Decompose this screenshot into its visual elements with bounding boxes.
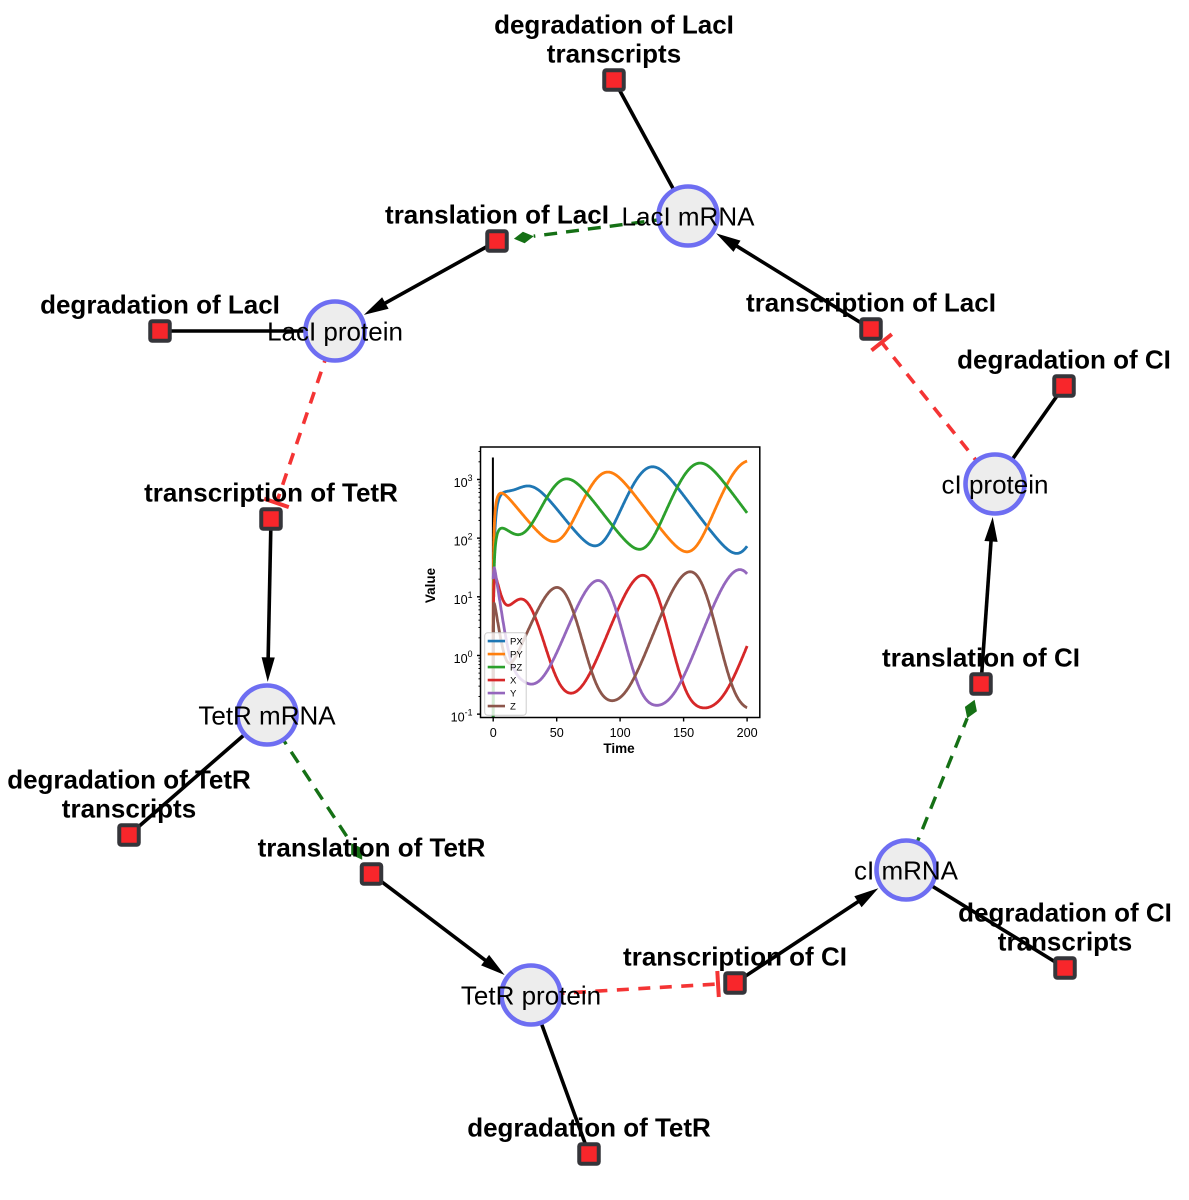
svg-text:200: 200 [737,726,758,740]
svg-text:LacI protein: LacI protein [267,316,403,346]
svg-text:transcripts: transcripts [62,794,196,824]
svg-text:PX: PX [510,637,523,648]
svg-text:PZ: PZ [510,663,522,674]
svg-text:50: 50 [550,726,564,740]
svg-text:Y: Y [510,689,517,700]
svg-text:Value: Value [423,567,438,603]
svg-text:degradation of TetR: degradation of TetR [467,1113,711,1143]
svg-text:LacI mRNA: LacI mRNA [622,201,756,231]
svg-text:translation of LacI: translation of LacI [385,200,609,230]
svg-text:transcripts: transcripts [547,39,681,69]
svg-text:transcription of LacI: transcription of LacI [746,288,996,318]
svg-text:X: X [510,676,517,687]
svg-text:translation of CI: translation of CI [882,643,1080,673]
svg-text:transcripts: transcripts [998,927,1132,957]
svg-text:Z: Z [510,702,516,713]
svg-text:degradation of TetR: degradation of TetR [7,764,251,794]
svg-text:translation of TetR: translation of TetR [258,833,486,863]
svg-text:transcription of CI: transcription of CI [623,942,847,972]
svg-text:degradation of LacI: degradation of LacI [494,9,734,39]
svg-text:0: 0 [490,726,497,740]
svg-text:TetR protein: TetR protein [461,980,601,1010]
svg-text:transcription of TetR: transcription of TetR [144,478,398,508]
svg-text:degradation of LacI: degradation of LacI [40,290,280,320]
svg-text:TetR mRNA: TetR mRNA [198,700,336,730]
svg-text:degradation of CI: degradation of CI [958,897,1172,927]
svg-text:150: 150 [673,726,694,740]
svg-text:100: 100 [610,726,631,740]
svg-text:degradation of CI: degradation of CI [957,345,1171,375]
svg-text:cI protein: cI protein [942,469,1049,499]
svg-text:cI mRNA: cI mRNA [854,855,959,885]
svg-text:PY: PY [510,650,523,661]
svg-text:Time: Time [603,741,635,756]
